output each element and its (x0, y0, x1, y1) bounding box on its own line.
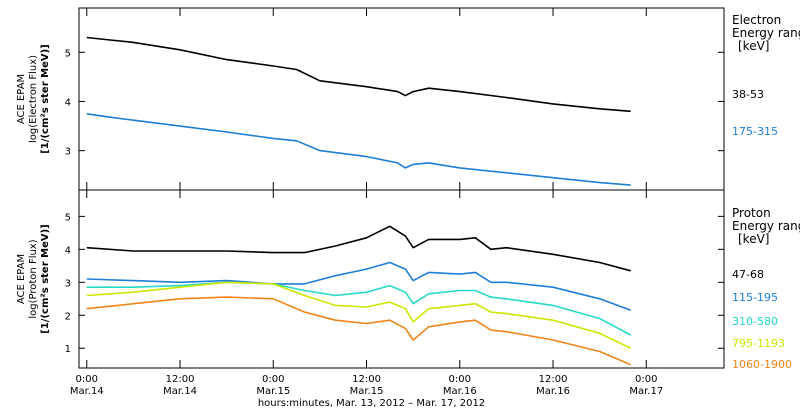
proton-channel-label: 795-1193 (732, 337, 785, 350)
y-tick-label: 3 (65, 147, 71, 158)
electron-panel-frame (78, 7, 725, 191)
x-tick-label-time: 12:00 (166, 374, 195, 385)
x-tick-label-time: 0:00 (76, 374, 98, 385)
electron-channel-label: 38-53 (732, 88, 764, 101)
y-axis-label: log(Electron Flux) (28, 55, 39, 143)
proton-channel-label: 1060-1900 (732, 358, 792, 371)
proton-legend-title-1: Proton (732, 206, 771, 220)
x-tick-label-date: Mar.16 (443, 386, 477, 397)
x-tick-label-date: Mar.16 (536, 386, 570, 397)
x-tick-label-time: 0:00 (449, 374, 471, 385)
x-tick-label-time: 0:00 (635, 374, 657, 385)
y-axis-label: ACE EPAM (16, 254, 27, 304)
electron-channel-label: 175-315 (732, 125, 778, 138)
x-axis-label: hours:minutes, Mar. 13, 2012 – Mar. 17, … (258, 398, 485, 409)
proton-legend-title-3: [keV] (738, 232, 770, 246)
x-tick-label-date: Mar.17 (629, 386, 663, 397)
electron-legend-title-2: Energy range (732, 27, 800, 40)
electron-legend: Electron Energy range [keV] (732, 14, 800, 53)
proton-channel-label: 115-195 (732, 291, 778, 304)
proton-channel-label: 310-580 (732, 315, 778, 328)
y-axis-label: ACE EPAM (16, 74, 27, 124)
y-tick-label: 3 (65, 278, 71, 289)
x-tick-label-date: Mar.15 (256, 386, 290, 397)
electron-legend-title-3: [keV] (738, 39, 770, 53)
x-tick-label-time: 12:00 (539, 374, 568, 385)
x-tick-label-date: Mar.14 (163, 386, 197, 397)
series-line-38-53 (86, 36, 631, 113)
y-tick-label: 1 (65, 344, 71, 355)
x-tick-label-time: 12:00 (352, 374, 381, 385)
y-axis-label: [1/(cm²s ster MeV)] (40, 44, 51, 153)
x-tick-label-date: Mar.14 (70, 386, 104, 397)
y-tick-label: 4 (65, 97, 71, 108)
y-tick-label: 5 (65, 48, 71, 59)
proton-legend: Proton Energy range [keV] (732, 207, 800, 246)
electron-legend-title-1: Electron (732, 13, 782, 27)
proton-panel-frame (78, 189, 725, 369)
series-line-1060-1900 (86, 296, 632, 366)
y-axis-label: log(Proton Flux) (28, 239, 39, 318)
series-line-310-580 (86, 281, 632, 336)
series-line-175-315 (86, 113, 631, 186)
y-axis-label: [1/(cm²s ster MeV)] (40, 224, 51, 333)
series-line-115-195 (86, 261, 631, 312)
y-tick-label: 5 (65, 212, 71, 223)
y-tick-label: 2 (65, 311, 71, 322)
proton-channel-label: 47-68 (732, 268, 764, 281)
proton-legend-title-2: Energy range (732, 220, 800, 233)
y-tick-label: 4 (65, 245, 71, 256)
series-line-47-68 (86, 225, 631, 272)
x-tick-label-time: 0:00 (262, 374, 284, 385)
series-line-795-1193 (86, 281, 632, 349)
x-tick-label-date: Mar.15 (350, 386, 384, 397)
